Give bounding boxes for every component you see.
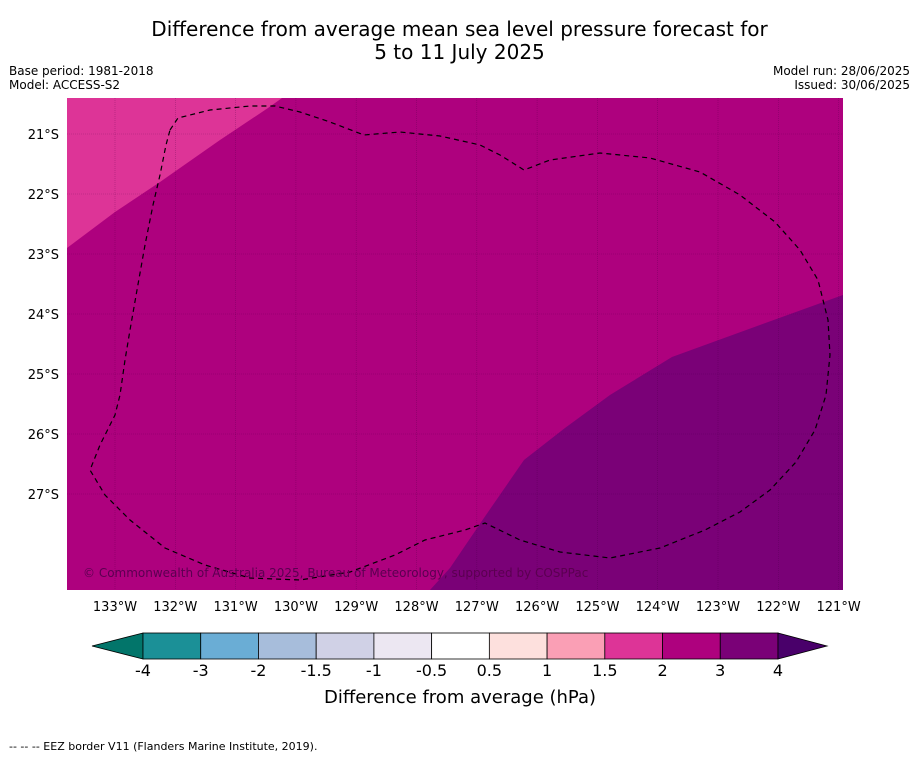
map-area: © Commonwealth of Australia 2025, Bureau…: [67, 98, 843, 590]
lat-label: 22°S: [28, 188, 59, 203]
lon-label: 129°W: [334, 600, 378, 615]
meta-left: Base period: 1981-2018 Model: ACCESS-S2: [9, 64, 154, 92]
colorbar-segment: [546, 632, 606, 660]
lon-label: 128°W: [394, 600, 438, 615]
graticule: [67, 98, 843, 590]
model-name: Model: ACCESS-S2: [9, 78, 121, 92]
lon-label: 133°W: [93, 600, 137, 615]
eez-border: [89, 105, 831, 581]
anomaly-fill-1-5-to-2: [67, 98, 282, 248]
lon-label: 127°W: [455, 600, 499, 615]
lon-label: 126°W: [515, 600, 559, 615]
lat-label: 21°S: [28, 128, 59, 143]
colorbar-tick-label: -2: [250, 661, 266, 680]
lat-label: 27°S: [28, 488, 59, 503]
lon-label: 122°W: [756, 600, 800, 615]
colorbar: -4 -3 -2 -1.5 -1 -0.5 0.5 1 1.5 2 3 4: [91, 632, 829, 680]
colorbar-tick-label: 2: [657, 661, 667, 680]
lat-label: 23°S: [28, 248, 59, 263]
colorbar-over-arrow: [777, 632, 829, 660]
colorbar-tick-label: -4: [135, 661, 151, 680]
colorbar-segment: [604, 632, 663, 660]
colorbar-tick-label: 1.5: [592, 661, 617, 680]
lon-label: 124°W: [636, 600, 680, 615]
lon-label: 123°W: [696, 600, 740, 615]
colorbar-tick-label: 1: [542, 661, 552, 680]
latitude-labels: 21°S 22°S 23°S 24°S 25°S 26°S 27°S: [28, 128, 59, 503]
colorbar-tick-label: -3: [193, 661, 209, 680]
title-line-2: 5 to 11 July 2025: [374, 40, 545, 64]
colorbar-segment: [662, 632, 721, 660]
title-line-1: Difference from average mean sea level p…: [151, 17, 768, 41]
lat-label: 26°S: [28, 428, 59, 443]
issued-date: Issued: 30/06/2025: [794, 78, 910, 92]
copyright-text: © Commonwealth of Australia 2025, Bureau…: [83, 566, 588, 580]
colorbar-tick-label: -0.5: [416, 661, 447, 680]
colorbar-tick-label: 3: [715, 661, 725, 680]
lon-label: 121°W: [817, 600, 861, 615]
colorbar-segment: [200, 632, 259, 660]
lon-label: 132°W: [153, 600, 197, 615]
colorbar-segment: [488, 632, 548, 660]
lon-label: 130°W: [274, 600, 318, 615]
colorbar-segment: [142, 632, 202, 660]
base-period: Base period: 1981-2018: [9, 64, 154, 78]
colorbar-segment: [315, 632, 375, 660]
colorbar-segment: [719, 632, 779, 660]
lon-label: 125°W: [575, 600, 619, 615]
model-run: Model run: 28/06/2025: [772, 64, 910, 78]
eez-footnote: -- -- -- EEZ border V11 (Flanders Marine…: [9, 740, 318, 753]
meta-right: Model run: 28/06/2025 Issued: 30/06/2025: [773, 64, 910, 92]
colorbar-segment: [431, 632, 490, 660]
chart-title: Difference from average mean sea level p…: [0, 18, 919, 64]
colorbar-label: Difference from average (hPa): [324, 687, 596, 708]
longitude-labels: 133°W 132°W 131°W 130°W 129°W 128°W 127°W 126°W…: [93, 600, 861, 615]
lat-label: 25°S: [28, 368, 59, 383]
colorbar-segment: [373, 632, 433, 660]
colorbar-under-arrow: [91, 632, 144, 660]
colorbar-segment: [258, 632, 317, 660]
lon-label: 131°W: [214, 600, 258, 615]
colorbar-tick-label: -1: [366, 661, 382, 680]
colorbar-tick-label: 4: [773, 661, 783, 680]
colorbar-tick-label: -1.5: [301, 661, 332, 680]
colorbar-tick-label: 0.5: [477, 661, 502, 680]
lat-label: 24°S: [28, 308, 59, 323]
anomaly-fill-3-to-4: [430, 295, 843, 590]
